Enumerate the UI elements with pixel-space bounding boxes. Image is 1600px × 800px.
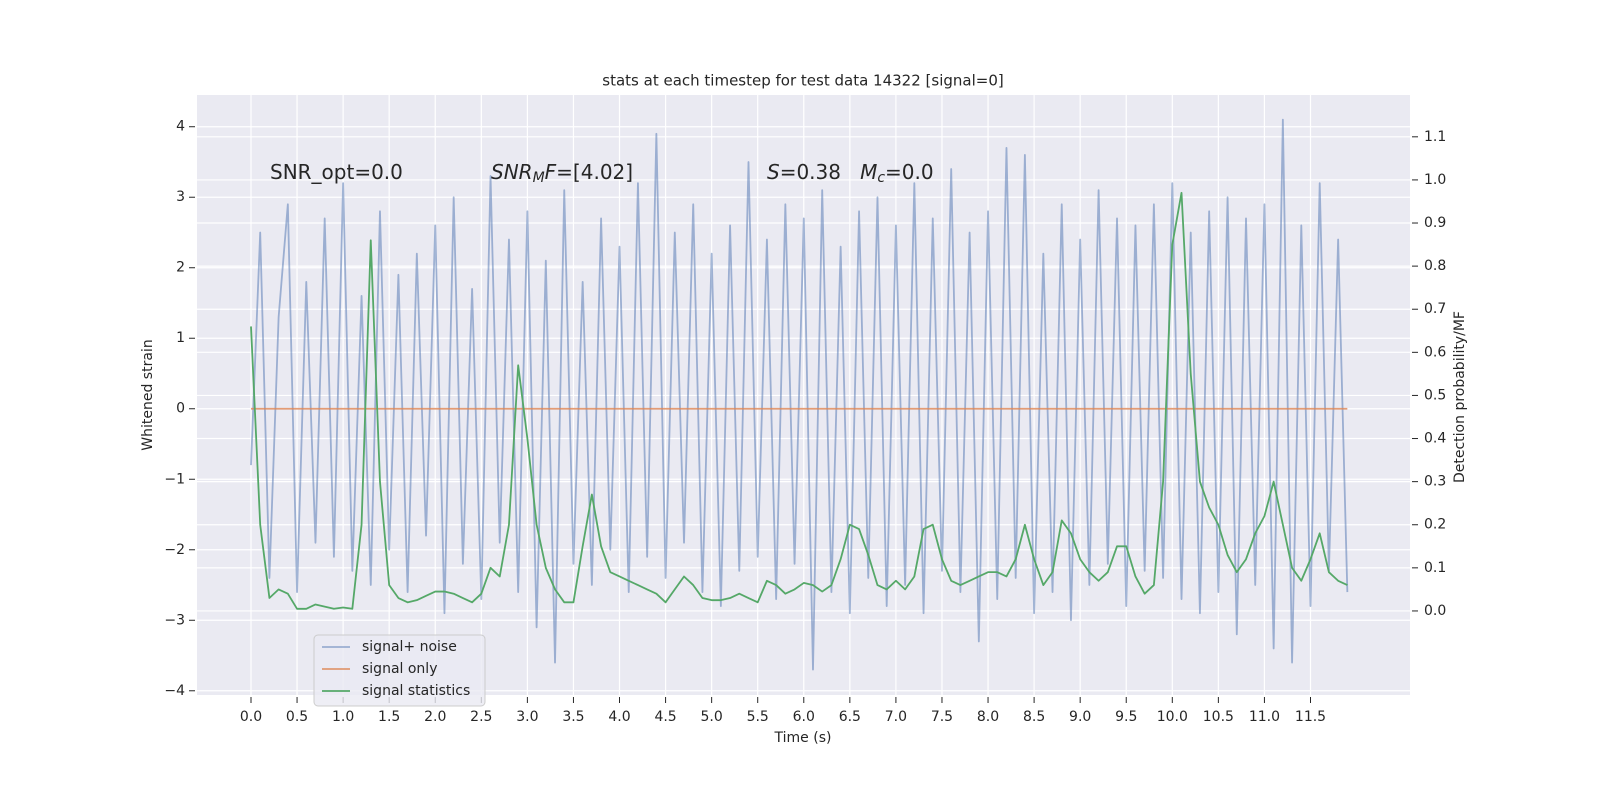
- x-tick-label: 9.0: [1069, 709, 1091, 725]
- y2-tick-label: 0.6: [1424, 344, 1446, 360]
- x-tick-label: 0.0: [240, 709, 262, 725]
- series-line: [250, 118, 1349, 671]
- annotation-part: M: [860, 160, 877, 184]
- series-line: [250, 191, 1348, 610]
- annotation-part: SNR_opt=0.0: [270, 160, 403, 184]
- annotation-part: =0.0: [885, 160, 934, 184]
- annotation-part: =[4.02]: [556, 160, 633, 184]
- y2-tick-label: 1.0: [1424, 172, 1446, 188]
- y2-tick-label: 0.4: [1424, 431, 1446, 447]
- annotation-part: S: [767, 160, 780, 184]
- x-tick-label: 2.0: [424, 709, 446, 725]
- y-tick-label: −1: [164, 471, 185, 487]
- legend-label: signal+ noise: [362, 639, 457, 655]
- legend-label: signal only: [362, 661, 437, 677]
- annotation: S=0.38 Mc=0.0: [767, 160, 934, 187]
- x-tick-label: 1.5: [378, 709, 400, 725]
- y-tick-label: −4: [164, 683, 185, 699]
- y-tick-label: 2: [176, 260, 185, 276]
- y-tick-label: 1: [176, 330, 185, 346]
- y2-axis-label: Detection probability/MF: [1452, 311, 1468, 483]
- x-tick-label: 6.5: [839, 709, 861, 725]
- y2-tick-label: 0.9: [1424, 215, 1446, 231]
- legend-box: [313, 634, 486, 707]
- annotation-part: M: [533, 170, 545, 186]
- x-tick-label: 4.0: [608, 709, 630, 725]
- y-tick-label: −3: [164, 612, 185, 628]
- y2-tick-label: 0.3: [1424, 474, 1446, 490]
- x-axis-label: Time (s): [774, 730, 832, 746]
- annotation-part: SNR: [491, 160, 533, 184]
- y2-tick-label: 0.5: [1424, 387, 1446, 403]
- y2-tick-label: 1.1: [1424, 129, 1446, 145]
- x-tick-label: 5.0: [701, 709, 723, 725]
- y-axis-label: Whitened strain: [140, 339, 156, 450]
- chart-title: stats at each timestep for test data 143…: [602, 72, 1003, 90]
- x-tick-label: 7.0: [885, 709, 907, 725]
- y2-tick-label: 0.1: [1424, 560, 1446, 576]
- x-tick-label: 10.5: [1203, 709, 1234, 725]
- x-tick-label: 0.5: [286, 709, 308, 725]
- y-tick-label: 3: [176, 189, 185, 205]
- y-tick-label: −2: [164, 542, 185, 558]
- x-tick-label: 7.5: [931, 709, 953, 725]
- x-tick-label: 10.0: [1157, 709, 1188, 725]
- y2-tick-label: 0.2: [1424, 517, 1446, 533]
- x-tick-label: 11.5: [1295, 709, 1326, 725]
- x-tick-label: 3.5: [562, 709, 584, 725]
- annotation: SNRMF=[4.02]: [491, 160, 633, 187]
- annotation-part: F: [545, 160, 557, 184]
- x-tick-label: 4.5: [654, 709, 676, 725]
- x-tick-label: 8.5: [1023, 709, 1045, 725]
- x-tick-label: 6.0: [793, 709, 815, 725]
- x-tick-label: 9.5: [1115, 709, 1137, 725]
- y2-tick-label: 0.0: [1424, 603, 1446, 619]
- x-tick-label: 5.5: [747, 709, 769, 725]
- y-tick-label: 0: [176, 401, 185, 417]
- annotation-part: =0.38: [780, 160, 860, 184]
- legend-label: signal statistics: [362, 683, 470, 699]
- annotation: SNR_opt=0.0: [270, 160, 403, 184]
- annotation-part: c: [877, 170, 885, 186]
- x-tick-label: 1.0: [332, 709, 354, 725]
- x-tick-label: 8.0: [977, 709, 999, 725]
- y-tick-label: 4: [176, 119, 185, 135]
- x-tick-label: 11.0: [1249, 709, 1280, 725]
- y2-tick-label: 0.7: [1424, 301, 1446, 317]
- x-tick-label: 3.0: [516, 709, 538, 725]
- y2-tick-label: 0.8: [1424, 258, 1446, 274]
- x-tick-label: 2.5: [470, 709, 492, 725]
